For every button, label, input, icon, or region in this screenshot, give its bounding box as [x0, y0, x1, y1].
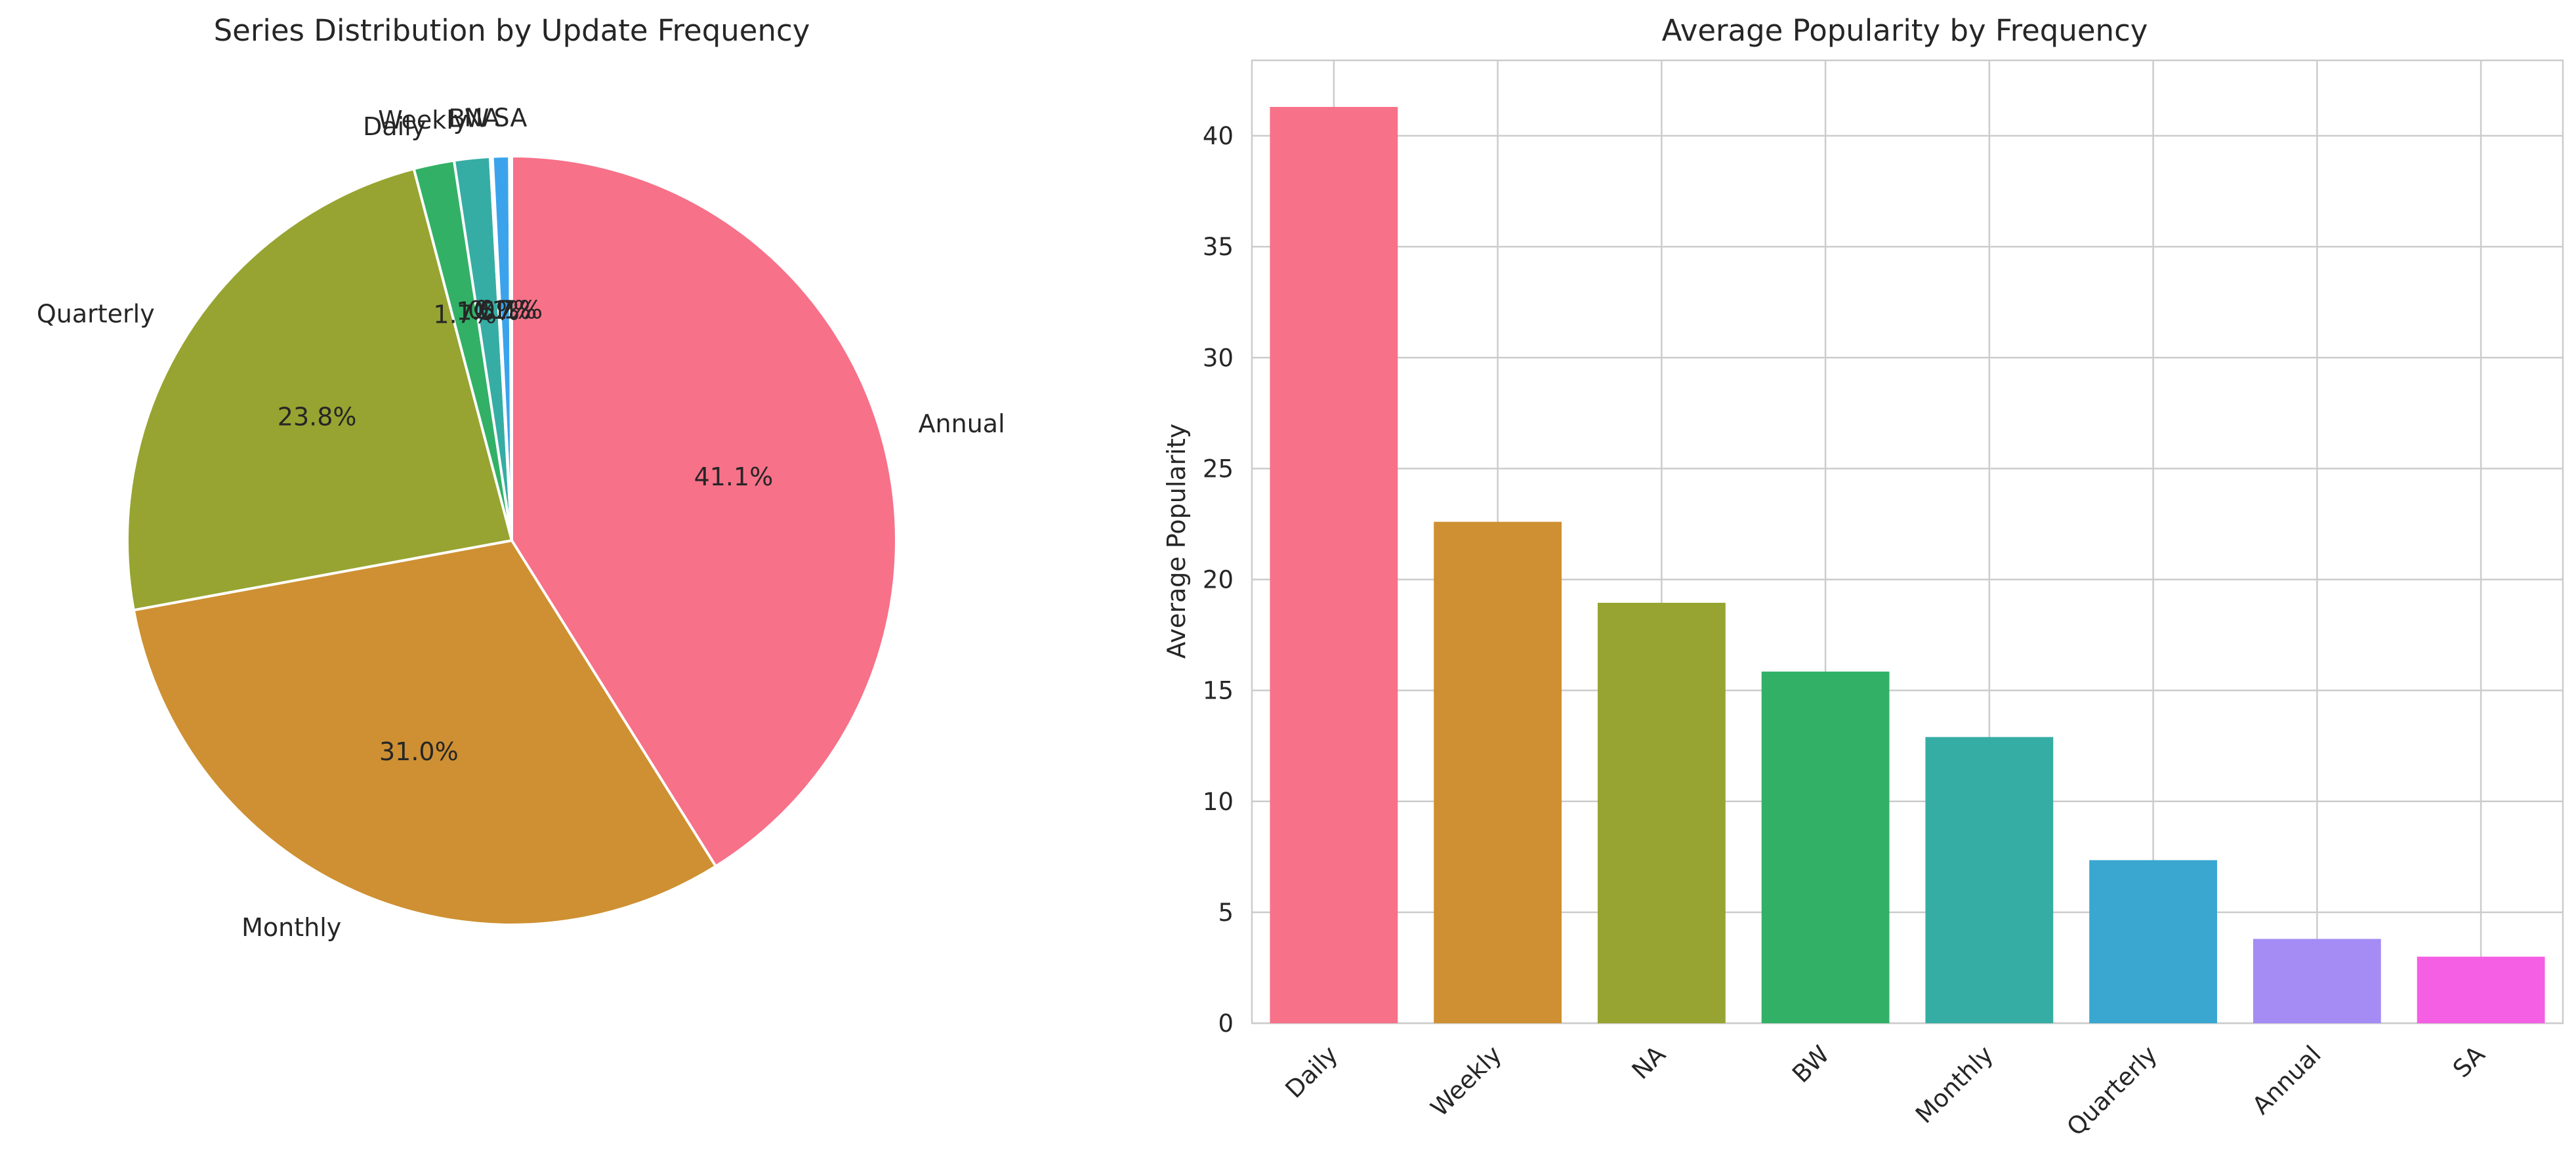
- bar-weekly: [1434, 521, 1562, 1023]
- pie-percent-bw: 0.1%: [468, 296, 531, 325]
- bar-y-tick-label: 10: [1203, 788, 1234, 816]
- bar-x-tick-label-annual: Annual: [2247, 1040, 2326, 1120]
- bar-chart-y-axis-label: Average Popularity: [1162, 424, 1191, 659]
- bar-na: [1597, 603, 1726, 1023]
- pie-chart: Series Distribution by Update Frequency …: [37, 13, 1005, 942]
- pie-label-weekly: Weekly: [378, 106, 468, 134]
- pie-percent-sa: 0.1%: [480, 295, 543, 324]
- pie-percent-daily: 1.7%: [433, 300, 497, 329]
- pie-percent-annual: 41.1%: [694, 462, 774, 491]
- bar-y-tick-label: 40: [1203, 122, 1234, 150]
- bar-quarterly: [2089, 860, 2218, 1023]
- bar-y-tick-label: 0: [1218, 1009, 1234, 1038]
- pie-label-daily: Daily: [363, 112, 426, 141]
- pie-label-quarterly: Quarterly: [37, 300, 155, 329]
- bar-plot-frame: [1251, 59, 2564, 1025]
- pie-label-na: NA: [464, 104, 499, 132]
- pie-slice-quarterly: [126, 167, 514, 612]
- bar-chart-title: Average Popularity by Frequency: [1662, 13, 2148, 48]
- bar-monthly: [1925, 737, 2054, 1023]
- pie-label-sa: SA: [494, 103, 528, 132]
- pie-percent-quarterly: 23.8%: [278, 403, 357, 432]
- pie-percent-na: 0.7%: [474, 296, 537, 325]
- pie-slice-monthly: [132, 539, 718, 926]
- bar-y-tick-label: 25: [1203, 455, 1234, 483]
- pie-label-monthly: Monthly: [241, 913, 341, 942]
- bar-sa: [2417, 956, 2545, 1023]
- pie-percent-monthly: 31.0%: [379, 737, 459, 766]
- bar-y-tick-label: 20: [1203, 566, 1234, 594]
- bar-y-tick-label: 35: [1203, 233, 1234, 261]
- bar-x-tick-label-daily: Daily: [1280, 1040, 1344, 1104]
- pie-slice-annual: [510, 154, 898, 868]
- pie-slice-sa: [508, 154, 513, 541]
- bar-y-tick-label: 15: [1203, 677, 1234, 705]
- pie-label-annual: Annual: [919, 409, 1005, 438]
- bar-annual: [2253, 939, 2381, 1023]
- bar-x-tick-label-na: NA: [1627, 1040, 1671, 1085]
- bar-x-tick-label-quarterly: Quarterly: [2062, 1040, 2163, 1141]
- bar-x-tick-label-weekly: Weekly: [1425, 1040, 1507, 1122]
- bar-x-tick-label-bw: BW: [1787, 1040, 1835, 1088]
- bar-x-tick-label-monthly: Monthly: [1910, 1040, 1999, 1129]
- bar-chart: Average Popularity by Frequency 0 5 10 15 20…: [1162, 13, 2564, 1141]
- bar-y-tick-label: 5: [1218, 899, 1234, 927]
- bar-x-tick-label-sa: SA: [2447, 1040, 2490, 1083]
- pie-label-bw: BW: [448, 104, 489, 132]
- pie-chart-title: Series Distribution by Update Frequency: [214, 13, 810, 48]
- pie-percent-weekly: 1.5%: [456, 296, 520, 325]
- bar-y-tick-label: 30: [1203, 344, 1234, 372]
- bar-bw: [1761, 671, 1890, 1023]
- bar-daily: [1270, 107, 1398, 1024]
